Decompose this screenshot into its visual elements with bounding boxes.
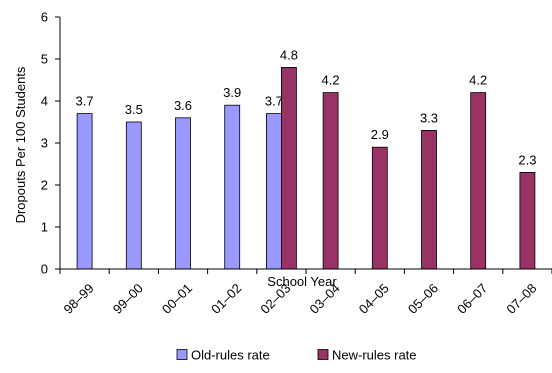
bar-new-rules-rate bbox=[470, 92, 487, 270]
y-tick-label: 3 bbox=[41, 136, 48, 151]
x-tick-label: 98–99 bbox=[61, 281, 97, 317]
legend-label: New-rules rate bbox=[332, 348, 417, 363]
y-axis: 0 1 2 3 4 5 6 bbox=[41, 10, 61, 277]
data-label: 3.9 bbox=[223, 85, 241, 100]
bar-new-rules-rate bbox=[322, 92, 339, 270]
legend-swatch bbox=[317, 349, 329, 360]
legend-swatch bbox=[176, 349, 188, 360]
bar-new-rules-rate bbox=[280, 67, 297, 270]
data-label: 2.3 bbox=[518, 152, 536, 167]
y-tick-label: 0 bbox=[41, 262, 48, 277]
bar-old-rules-rate bbox=[265, 113, 282, 270]
legend: Old-rules rate New-rules rate bbox=[176, 348, 417, 363]
y-axis-title: Dropouts Per 100 Students bbox=[13, 66, 28, 223]
data-label: 4.8 bbox=[280, 47, 298, 62]
x-tick-label: 07–08 bbox=[503, 281, 539, 317]
y-tick-label: 5 bbox=[41, 52, 48, 67]
data-label: 3.7 bbox=[76, 94, 94, 109]
data-label: 3.6 bbox=[174, 98, 192, 113]
data-label: 3.5 bbox=[125, 102, 143, 117]
x-tick-label: 00–01 bbox=[159, 281, 195, 317]
y-tick-label: 6 bbox=[41, 10, 48, 25]
bars: 3.7 3.5 3.6 3.9 3.7 4.8 4.2 2.9 3.3 4.2 2.3 bbox=[76, 47, 536, 270]
bar-new-rules-rate bbox=[421, 129, 437, 270]
y-tick-label: 1 bbox=[41, 220, 48, 235]
y-tick-label: 4 bbox=[41, 94, 48, 109]
data-label: 4.2 bbox=[469, 73, 487, 88]
bar-old-rules-rate bbox=[224, 104, 241, 270]
bar-new-rules-rate bbox=[519, 171, 536, 270]
x-tick-label: 05–06 bbox=[405, 281, 441, 317]
y-tick-label: 2 bbox=[41, 178, 48, 193]
bar-new-rules-rate bbox=[371, 146, 388, 270]
x-tick-label: 01–02 bbox=[208, 281, 244, 317]
data-label: 4.2 bbox=[322, 73, 340, 88]
x-axis-title: School Year bbox=[267, 274, 337, 289]
x-tick-label: 99–00 bbox=[110, 281, 146, 317]
bar-old-rules-rate bbox=[125, 121, 142, 270]
x-tick-label: 04–05 bbox=[356, 281, 392, 317]
legend-label: Old-rules rate bbox=[191, 348, 270, 363]
bar-old-rules-rate bbox=[76, 113, 93, 270]
data-label: 3.7 bbox=[265, 94, 283, 109]
data-label: 2.9 bbox=[371, 127, 389, 142]
bar-old-rules-rate bbox=[175, 117, 191, 270]
x-tick-label: 06–07 bbox=[454, 281, 490, 317]
data-label: 3.3 bbox=[420, 110, 438, 125]
